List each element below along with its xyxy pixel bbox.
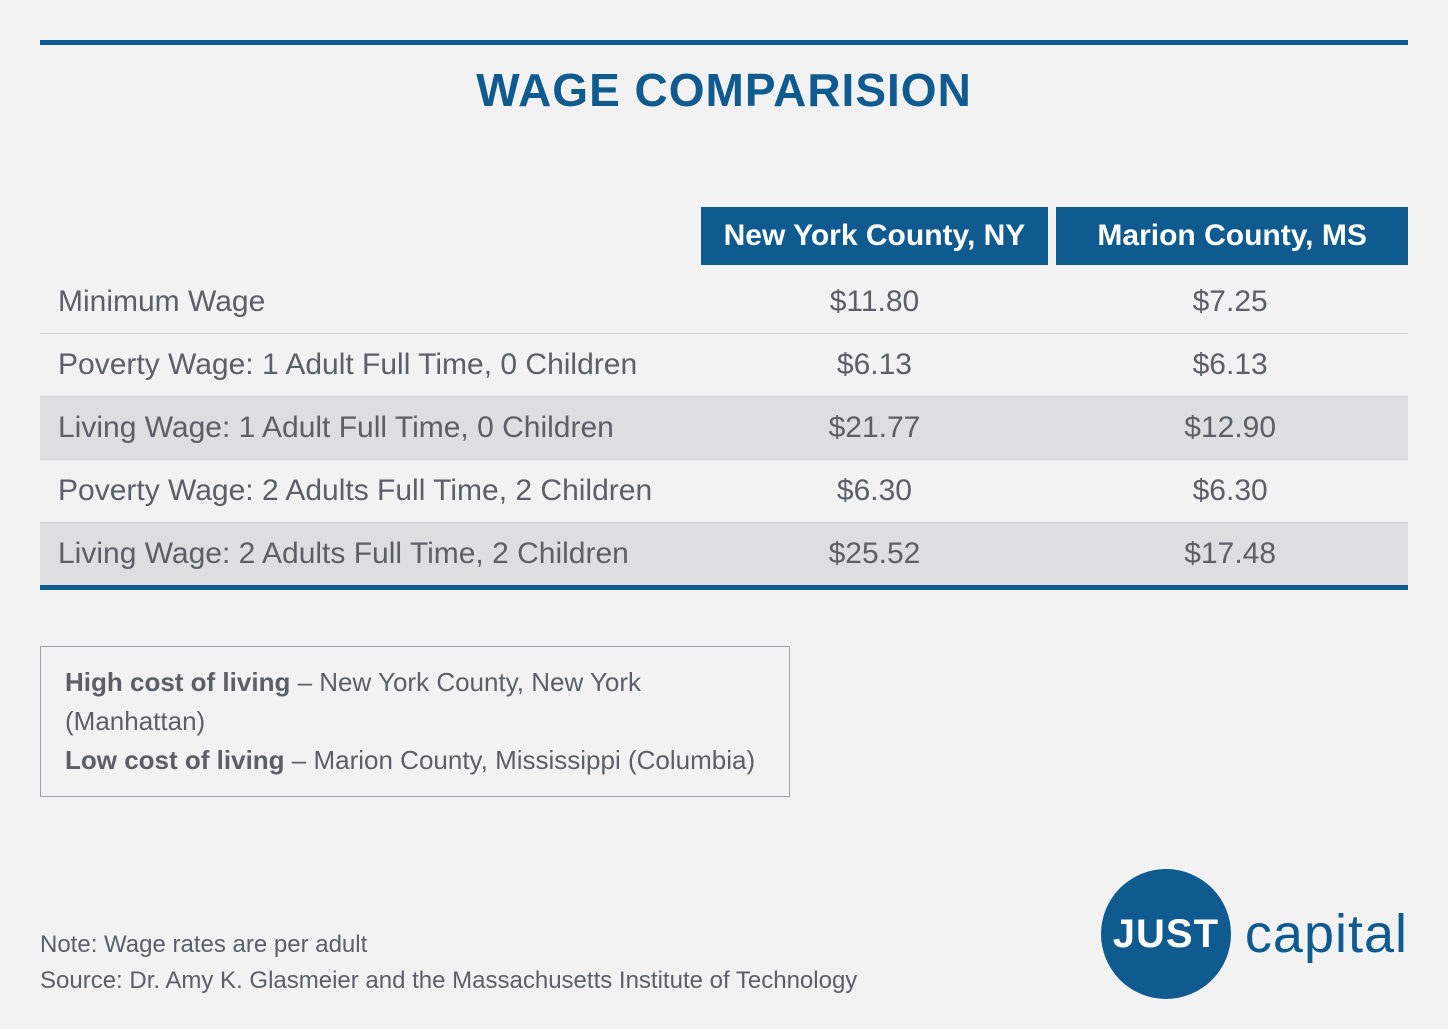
logo: JUST capital: [1101, 869, 1408, 999]
row-value-ny: $21.77: [697, 397, 1053, 460]
legend-high: High cost of living – New York County, N…: [65, 663, 765, 741]
legend-low-desc: – Marion County, Mississippi (Columbia): [285, 745, 756, 775]
row-value-ny: $11.80: [697, 268, 1053, 334]
wage-table: New York County, NY Marion County, MS Mi…: [40, 207, 1408, 590]
row-label: Living Wage: 1 Adult Full Time, 0 Childr…: [40, 397, 697, 460]
row-value-ms: $17.48: [1052, 523, 1408, 588]
row-value-ny: $25.52: [697, 523, 1053, 588]
row-label: Poverty Wage: 2 Adults Full Time, 2 Chil…: [40, 460, 697, 523]
footer: Note: Wage rates are per adult Source: D…: [40, 829, 1408, 999]
table-row: Poverty Wage: 2 Adults Full Time, 2 Chil…: [40, 460, 1408, 523]
footnote-source: Source: Dr. Amy K. Glasmeier and the Mas…: [40, 963, 857, 999]
table-body: Minimum Wage$11.80$7.25Poverty Wage: 1 A…: [40, 268, 1408, 588]
row-value-ms: $12.90: [1052, 397, 1408, 460]
page: WAGE COMPARISION New York County, NY Mar…: [0, 0, 1448, 1029]
footnotes: Note: Wage rates are per adult Source: D…: [40, 927, 857, 999]
row-value-ny: $6.30: [697, 460, 1053, 523]
row-label: Poverty Wage: 1 Adult Full Time, 0 Child…: [40, 334, 697, 397]
table-header-col-ny: New York County, NY: [697, 207, 1053, 268]
table-header-col-ms: Marion County, MS: [1052, 207, 1408, 268]
row-value-ms: $6.13: [1052, 334, 1408, 397]
table-row: Living Wage: 2 Adults Full Time, 2 Child…: [40, 523, 1408, 588]
logo-word: capital: [1245, 903, 1408, 965]
row-value-ms: $6.30: [1052, 460, 1408, 523]
row-value-ny: $6.13: [697, 334, 1053, 397]
footnote-note: Note: Wage rates are per adult: [40, 927, 857, 963]
top-rule: [40, 40, 1408, 45]
table-header-blank: [40, 207, 697, 268]
legend-high-label: High cost of living: [65, 667, 290, 697]
legend-low-label: Low cost of living: [65, 745, 285, 775]
row-label: Minimum Wage: [40, 268, 697, 334]
row-value-ms: $7.25: [1052, 268, 1408, 334]
table-row: Minimum Wage$11.80$7.25: [40, 268, 1408, 334]
legend-low: Low cost of living – Marion County, Miss…: [65, 741, 765, 780]
legend-box: High cost of living – New York County, N…: [40, 646, 790, 797]
table-header-row: New York County, NY Marion County, MS: [40, 207, 1408, 268]
logo-circle: JUST: [1101, 869, 1231, 999]
page-title: WAGE COMPARISION: [40, 63, 1408, 117]
table-row: Living Wage: 1 Adult Full Time, 0 Childr…: [40, 397, 1408, 460]
row-label: Living Wage: 2 Adults Full Time, 2 Child…: [40, 523, 697, 588]
logo-circle-text: JUST: [1113, 912, 1219, 957]
table-row: Poverty Wage: 1 Adult Full Time, 0 Child…: [40, 334, 1408, 397]
